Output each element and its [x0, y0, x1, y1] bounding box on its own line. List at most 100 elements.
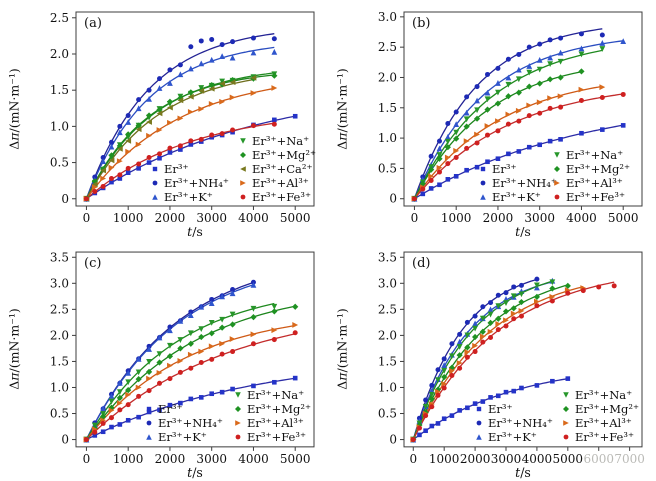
legend-marker-glyph: [480, 194, 486, 200]
data-point: [495, 321, 502, 327]
data-point: [565, 290, 571, 296]
data-point: [484, 89, 491, 96]
triangle-down-marker-icon: [240, 138, 246, 144]
data-point: [479, 333, 486, 340]
y-tick-label: 2.5: [50, 302, 69, 316]
y-tick-label: 0: [389, 433, 397, 447]
data-point: [537, 142, 543, 148]
data-point: [156, 334, 163, 341]
data-point: [536, 56, 543, 63]
data-point: [444, 144, 451, 151]
data-point: [437, 182, 442, 188]
legend-item-Er3: Er³⁺: [150, 162, 189, 176]
legend-item-Al: Er³⁺+Al³⁺: [233, 416, 304, 430]
series-points-Er3: [412, 123, 626, 202]
data-point: [474, 97, 480, 104]
data-point: [596, 284, 602, 290]
data-point: [271, 48, 278, 55]
data-point: [117, 172, 123, 178]
data-point: [526, 63, 533, 69]
triangle-right-marker-icon: [554, 180, 560, 186]
legend-marker-glyph: [152, 166, 158, 172]
legend-item-Fe: Er³⁺+Fe³⁺: [552, 190, 625, 204]
x-tick-label: 5000: [280, 211, 311, 225]
legend-item-K: Er³⁺+K⁺: [474, 430, 537, 444]
data-point: [208, 343, 215, 350]
data-point: [441, 385, 447, 391]
y-tick-label: 2.5: [50, 11, 69, 25]
data-point: [167, 119, 173, 126]
data-point: [428, 186, 434, 191]
data-point: [156, 351, 163, 358]
data-point: [208, 330, 215, 337]
y-tick-label: 3.5: [378, 250, 397, 264]
data-point: [526, 113, 532, 119]
y-tick-label: 2.0: [50, 328, 69, 342]
x-tick-label: 1000: [113, 452, 144, 466]
data-point: [471, 333, 479, 341]
data-point: [125, 379, 132, 386]
data-point: [125, 417, 131, 423]
legend-label: Er³⁺+Na⁺: [247, 388, 305, 402]
panel-a: (a) 0 0.5 1.0 1.5 2.0 2.5 0 1000 2000 3000 4000 500…: [0, 0, 328, 240]
panel-letter: (c): [84, 256, 102, 271]
data-point: [464, 354, 470, 360]
legend-marker-glyph: [476, 434, 482, 440]
data-point: [516, 149, 522, 154]
plot-area: 0 0.5 1.0 1.5 2.0 2.5 3.0 0 1000 2000 3000 4000 5000…: [378, 10, 643, 239]
square-marker-icon: [476, 406, 482, 412]
plot-frame: [75, 251, 315, 448]
data-point: [177, 62, 183, 68]
legend-item-Mg: Er³⁺+Mg²⁺: [552, 162, 630, 176]
data-point: [474, 84, 480, 90]
data-point: [479, 328, 486, 335]
y-tick-label: 1.5: [50, 83, 69, 97]
legend-marker-glyph: [554, 194, 560, 200]
data-point: [125, 137, 132, 144]
data-point: [145, 112, 153, 119]
triangle-right-marker-icon: [235, 420, 241, 426]
y-tick-label: 1.0: [378, 380, 397, 394]
data-point: [534, 383, 540, 388]
series-points-Fe: [83, 330, 298, 443]
data-point: [474, 131, 480, 138]
data-point: [146, 375, 152, 382]
data-point: [420, 191, 426, 197]
x-tick-label: 1000: [441, 211, 472, 225]
data-point: [251, 383, 256, 389]
legend-item-Mg: Er³⁺+Mg²⁺: [561, 402, 639, 416]
data-point: [208, 300, 215, 307]
y-tick-label: 3.0: [378, 10, 397, 24]
data-point: [578, 51, 585, 58]
data-point: [250, 49, 257, 56]
data-point: [557, 58, 564, 65]
x-tick-label: 0: [409, 452, 417, 466]
data-point: [472, 342, 478, 349]
legend-label: Er³⁺+K⁺: [158, 430, 207, 444]
data-point: [157, 380, 163, 386]
data-point: [156, 127, 163, 133]
data-point: [230, 39, 236, 45]
data-point: [495, 80, 501, 86]
data-point: [167, 324, 173, 330]
data-point: [472, 325, 478, 332]
data-point: [505, 81, 512, 88]
data-point: [600, 127, 605, 132]
data-point: [534, 303, 540, 309]
data-point: [272, 379, 277, 385]
y-tick-label: 1.0: [378, 131, 397, 145]
legend-item-Fe: Er³⁺+Fe³⁺: [238, 190, 311, 204]
legend-label: Er³⁺+Fe³⁺: [252, 190, 312, 204]
data-point: [599, 46, 606, 52]
data-point: [505, 56, 511, 62]
data-point: [250, 35, 256, 41]
data-point: [503, 323, 509, 329]
y-tick-label: 3.0: [378, 276, 397, 290]
data-point: [177, 337, 184, 343]
legend-item-NH4: Er³⁺+NH₄⁺: [144, 416, 223, 430]
data-point: [146, 359, 152, 365]
data-point: [547, 54, 554, 61]
data-point: [108, 143, 115, 150]
data-point: [516, 118, 522, 124]
y-axis-title: Δπ/(mN·m⁻¹): [334, 308, 350, 390]
